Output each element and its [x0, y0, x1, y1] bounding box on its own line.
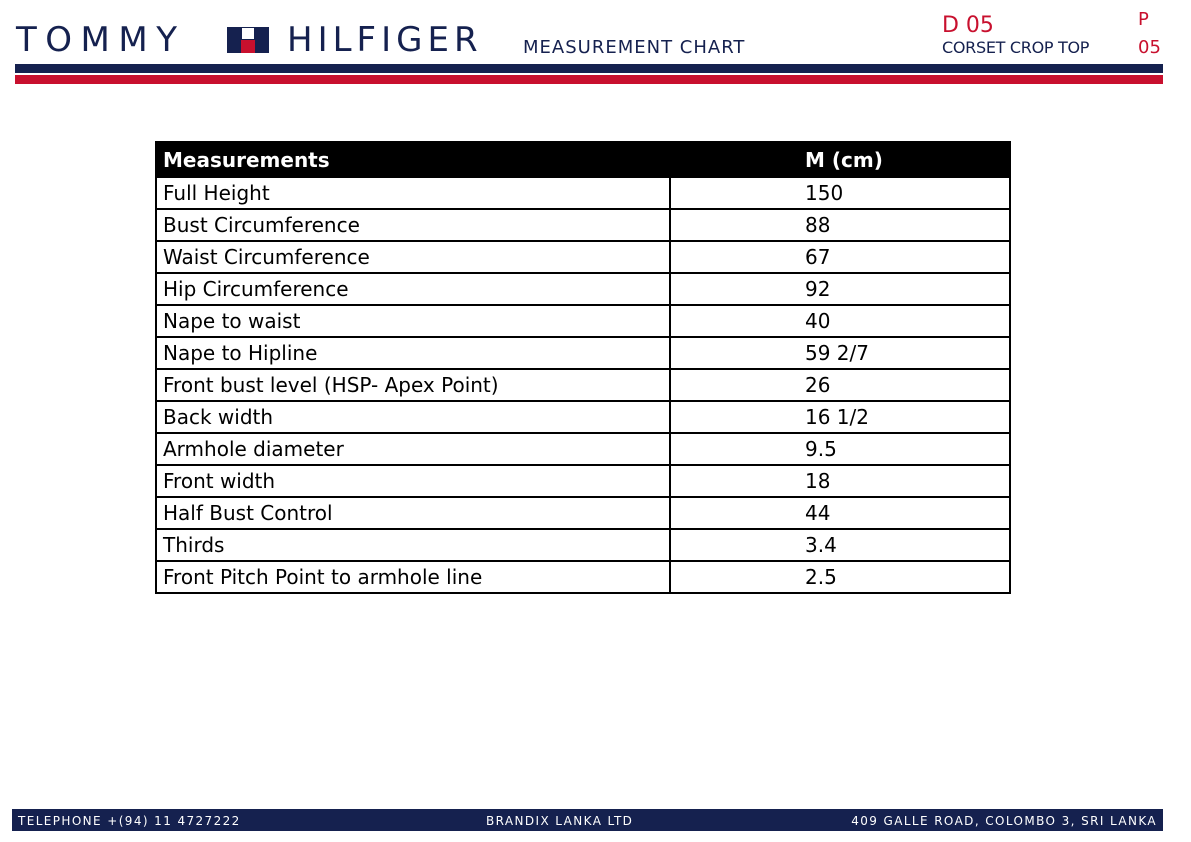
measurement-label: Armhole diameter	[155, 432, 671, 466]
footer-telephone: TELEPHONE +(94) 11 4727222	[18, 814, 241, 828]
header-measurements: Measurements	[155, 141, 671, 178]
measurement-value: 59 2/7	[669, 336, 1011, 370]
table-row: Hip Circumference 92	[155, 272, 1011, 306]
table-row: Thirds 3.4	[155, 528, 1011, 562]
measurement-value: 40	[669, 304, 1011, 338]
measurement-label: Waist Circumference	[155, 240, 671, 274]
measurement-label: Nape to Hipline	[155, 336, 671, 370]
measurement-label: Front Pitch Point to armhole line	[155, 560, 671, 594]
table-row: Full Height 150	[155, 176, 1011, 210]
table-row: Half Bust Control 44	[155, 496, 1011, 530]
table-row: Front bust level (HSP- Apex Point) 26	[155, 368, 1011, 402]
measurement-value: 16 1/2	[669, 400, 1011, 434]
table-row: Nape to waist 40	[155, 304, 1011, 338]
measurement-label: Half Bust Control	[155, 496, 671, 530]
table-row: Nape to Hipline 59 2/7	[155, 336, 1011, 370]
measurement-label: Nape to waist	[155, 304, 671, 338]
header-rule-navy	[15, 64, 1163, 73]
footer-company: BRANDIX LANKA LTD	[486, 814, 634, 828]
brand-flag-logo	[227, 27, 269, 53]
page-number: 05	[1138, 37, 1161, 58]
product-name: CORSET CROP TOP	[942, 38, 1090, 57]
table-row: Front Pitch Point to armhole line 2.5	[155, 560, 1011, 594]
brand-name-hilfiger: HILFIGER	[287, 20, 483, 60]
document-title: MEASUREMENT CHART	[523, 37, 746, 58]
measurement-value: 26	[669, 368, 1011, 402]
table-header-row: Measurements M (cm)	[155, 141, 1011, 178]
measurement-label: Front width	[155, 464, 671, 498]
footer-bar: TELEPHONE +(94) 11 4727222 BRANDIX LANKA…	[12, 809, 1163, 831]
measurement-value: 9.5	[669, 432, 1011, 466]
measurement-value: 92	[669, 272, 1011, 306]
header-size-m: M (cm)	[669, 141, 1011, 178]
measurement-label: Front bust level (HSP- Apex Point)	[155, 368, 671, 402]
measurement-value: 150	[669, 176, 1011, 210]
measurement-value: 67	[669, 240, 1011, 274]
table-row: Front width 18	[155, 464, 1011, 498]
measurement-value: 3.4	[669, 528, 1011, 562]
measurement-label: Bust Circumference	[155, 208, 671, 242]
measurement-value: 44	[669, 496, 1011, 530]
header-rule-gap	[15, 73, 1163, 75]
header-rule-red	[15, 75, 1163, 84]
table-row: Armhole diameter 9.5	[155, 432, 1011, 466]
measurement-label: Full Height	[155, 176, 671, 210]
measurement-label: Back width	[155, 400, 671, 434]
measurement-value: 2.5	[669, 560, 1011, 594]
table-row: Bust Circumference 88	[155, 208, 1011, 242]
measurement-value: 88	[669, 208, 1011, 242]
brand-name-tommy: TOMMY	[16, 20, 186, 60]
measurement-value: 18	[669, 464, 1011, 498]
table-row: Back width 16 1/2	[155, 400, 1011, 434]
footer-address: 409 GALLE ROAD, COLOMBO 3, SRI LANKA	[851, 814, 1157, 828]
measurement-table: Measurements M (cm) Full Height 150 Bust C…	[155, 141, 1011, 594]
table-row: Waist Circumference 67	[155, 240, 1011, 274]
measurement-label: Thirds	[155, 528, 671, 562]
style-code: D 05	[942, 13, 994, 38]
measurement-label: Hip Circumference	[155, 272, 671, 306]
page-label: P	[1138, 9, 1149, 30]
